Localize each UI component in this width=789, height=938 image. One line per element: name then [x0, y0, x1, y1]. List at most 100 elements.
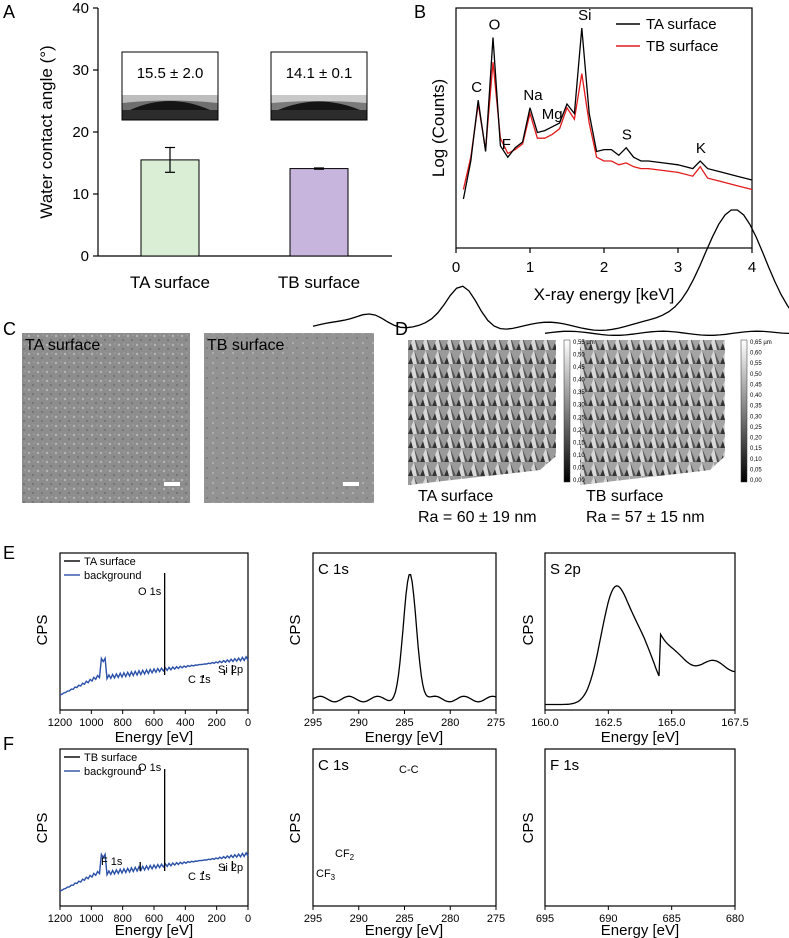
inset-label-ta: 15.5 ± 2.0 [137, 65, 204, 82]
x-tick-label: 290 [350, 717, 368, 729]
panel-a-bar-chart: 0 10 20 30 40 Water contact angle (°) TA sur… [37, 0, 392, 292]
scale-label: 0,25 [573, 415, 585, 421]
scale-bar-tb [343, 482, 359, 486]
droplet-inset-tb [270, 51, 368, 121]
afm-texture-tb [580, 340, 725, 485]
x-tick-label: 4 [748, 259, 756, 276]
x-tick-label: 285 [395, 913, 413, 925]
scale-label: 0,60 [750, 351, 762, 357]
y-tick-label: 0 [81, 248, 89, 265]
panel-label-d: D [395, 319, 408, 339]
x-tick-label: 400 [176, 717, 194, 729]
xlabel-f1s-f: Energy [eV] [601, 922, 679, 938]
bar [140, 159, 200, 257]
c1s-spectrum-f [312, 209, 789, 332]
x-axis-title: X-ray energy [keV] [534, 285, 675, 304]
x-tick-label: 1200 [48, 717, 72, 729]
panel-f-xps: 1200 1000 800 600 400 200 0 TB surface backgro… [34, 209, 789, 938]
x-tick-label: 290 [350, 913, 368, 925]
c1s-xticks-f: 295 290 285 280 275 [304, 906, 505, 925]
scale-label: 0,50 [573, 353, 585, 359]
x-tick-label: 0 [245, 913, 251, 925]
scale-label: 0,30 [750, 414, 762, 420]
survey-spectrum-f [59, 769, 249, 892]
ylabel-survey-e: CPS [34, 615, 51, 646]
sem-texture-tb [204, 333, 374, 503]
xlabel-s2p-e: Energy [eV] [601, 729, 679, 746]
background-line [59, 655, 249, 696]
scale-label: 0,35 [573, 390, 585, 396]
y-tick-label: 40 [72, 0, 89, 17]
scale-label: 0,00 [573, 478, 585, 484]
legend-label-surface-e: TA surface [84, 556, 136, 568]
scale-label: 0,55 [750, 361, 762, 367]
background-line [59, 851, 249, 892]
f1s-spectrum-f [544, 330, 789, 336]
scale-label: 0,50 [750, 372, 762, 378]
x-tick-label: 285 [395, 717, 413, 729]
ylabel-survey-f: CPS [34, 813, 51, 844]
peak-si2p-e: Si 2p [218, 664, 243, 676]
peak-f1s-f: F 1s [101, 856, 123, 868]
peak-label: Si [578, 7, 591, 24]
legend-label-background-f: background [84, 766, 142, 778]
peak-label: K [696, 140, 706, 157]
panel-label-b: B [414, 2, 426, 22]
c1s-title-e: C 1s [318, 561, 349, 578]
x-tick-label: 160.0 [531, 717, 559, 729]
x-tick-label: 2 [600, 259, 608, 276]
peak-c1s-f: C 1s [188, 871, 211, 883]
afm-colorbar-tb [740, 339, 748, 483]
x-category-label: TB surface [278, 273, 360, 292]
xlabel-c1s-f: Energy [eV] [365, 922, 443, 938]
afm-colorbar-ta [563, 339, 571, 483]
peak-c1s-e: C 1s [188, 674, 211, 686]
x-tick-label: 1 [526, 259, 534, 276]
f1s-xticks-f: 695 690 685 680 [536, 906, 744, 925]
y-ticks: 0 10 20 30 40 [72, 0, 98, 265]
legend-label-background-e: background [84, 570, 142, 582]
legend-label-tb: TB surface [646, 38, 719, 55]
scale-label: 0,00 [750, 478, 762, 484]
y-tick-label: 20 [72, 124, 89, 141]
scale-label: 0,05 [573, 465, 585, 471]
x-tick-label: 275 [487, 717, 505, 729]
series-line [462, 27, 753, 200]
panel-d-afm-images: 0,55 µm0,500,450,400,350,300,250,200,150… [408, 339, 772, 526]
afm-ra-ta: Ra = 60 ± 19 nm [418, 509, 537, 526]
panel-c-sem-images: TA surface TB surface [22, 333, 374, 503]
x-tick-label: 167.5 [721, 717, 749, 729]
s2p-frame-e [544, 552, 736, 711]
scale-label: 0,10 [573, 453, 585, 459]
scale-label: 0,15 [750, 446, 762, 452]
scale-label: 0,20 [750, 436, 762, 442]
x-tick-label: 0 [452, 259, 460, 276]
x-tick-label: 162.5 [595, 717, 623, 729]
y-tick-label: 10 [72, 186, 89, 203]
ylabel-s2p-e: CPS [520, 615, 537, 646]
x-tick-label: 165.0 [658, 717, 686, 729]
peak-cc-f: C-C [399, 764, 419, 776]
peak-label: F [502, 136, 511, 153]
peak-si2p-f: Si 2p [218, 862, 243, 874]
afm-ra-tb: Ra = 57 ± 15 nm [586, 509, 705, 526]
series-lines [462, 27, 753, 200]
legend-label-ta: TA surface [646, 16, 717, 33]
xlabel-c1s-e: Energy [eV] [365, 729, 443, 746]
ylabel-f1s-f: CPS [520, 813, 537, 844]
y-axis-title: Log (Counts) [429, 79, 448, 177]
x-tick-label: 1200 [48, 913, 72, 925]
panel-label-f: F [3, 734, 14, 754]
peak-label: C [471, 79, 482, 96]
x-tick-label: 1000 [79, 913, 103, 925]
scale-bar-ta [164, 482, 180, 486]
c1s-title-f: C 1s [318, 757, 349, 774]
s2p-xticks-e: 160.0 162.5 165.0 167.5 [531, 710, 749, 729]
scale-label: 0,55 µm [573, 340, 595, 346]
x-tick-label: 3 [674, 259, 682, 276]
c1s-spectrum-e [312, 573, 497, 703]
x-tick-label: 280 [441, 913, 459, 925]
afm-texture-ta [408, 340, 556, 485]
afm-label-tb: TB surface [586, 488, 663, 505]
